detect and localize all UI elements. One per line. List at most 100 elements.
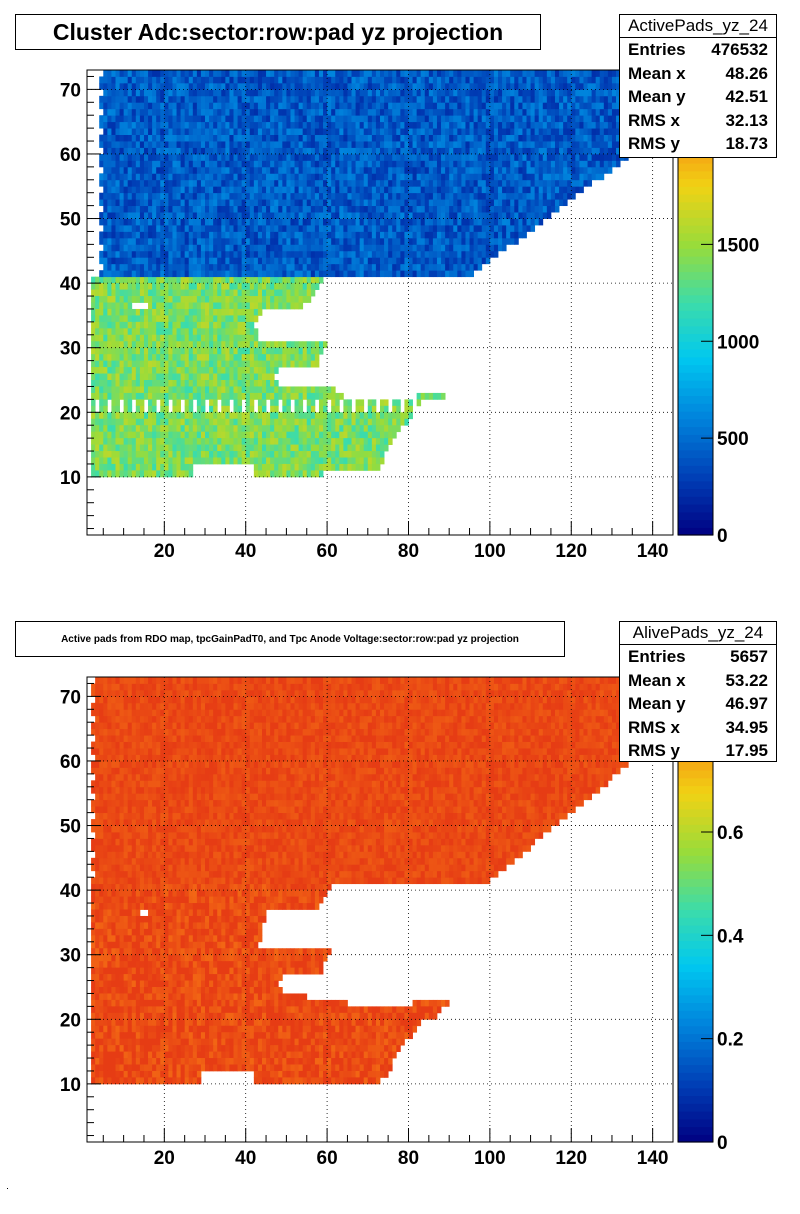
heatmap-cell [91, 302, 96, 310]
heatmap-cell [172, 341, 177, 349]
heatmap-cell [514, 134, 519, 142]
heatmap-cell [469, 102, 474, 110]
heatmap-cell [567, 192, 572, 200]
heatmap-cell [579, 121, 584, 129]
heatmap-cell [359, 457, 365, 465]
heatmap-cell [380, 399, 385, 407]
heatmap-cell [310, 347, 316, 355]
heatmap-cell [400, 166, 405, 174]
heatmap-cell [95, 328, 100, 336]
heatmap-cell [213, 354, 218, 362]
heatmap-cell [257, 108, 263, 116]
heatmap-cell [270, 237, 275, 245]
heatmap-cell [184, 205, 190, 213]
heatmap-cell [217, 102, 222, 110]
heatmap-cell [229, 425, 234, 433]
heatmap-cell [441, 166, 446, 174]
heatmap-cell [196, 108, 202, 116]
heatmap-cell [156, 257, 161, 265]
heatmap-cell [339, 141, 344, 148]
heatmap-cell [148, 225, 153, 232]
heatmap-cell [241, 270, 247, 278]
heatmap-cell [314, 451, 320, 458]
heatmap-cell [469, 147, 474, 155]
heatmap-cell [384, 270, 389, 278]
heatmap-cell [261, 412, 267, 420]
heatmap-cell [200, 263, 206, 271]
heatmap-cell [351, 250, 356, 258]
heatmap-cell [294, 354, 300, 362]
heatmap-cell [587, 147, 593, 155]
heatmap-cell [103, 257, 108, 265]
heatmap-cell [310, 386, 316, 394]
heatmap-cell [449, 147, 454, 155]
heatmap-cell [371, 102, 377, 110]
heatmap-cell [168, 166, 173, 174]
heatmap-cell [91, 425, 96, 433]
heatmap-cell [335, 166, 340, 174]
heatmap-cell [205, 296, 210, 303]
heatmap-cell [168, 296, 173, 303]
heatmap-cell [111, 128, 116, 135]
heatmap-cell [485, 102, 491, 110]
heatmap-cell [436, 231, 442, 239]
heatmap-cell [241, 160, 247, 168]
heatmap-cell [217, 444, 222, 452]
heatmap-plot-active-pads[interactable]: 20 40 60 80 100 120 14010203040506070050010001… [0, 0, 800, 600]
heatmap-cell [135, 380, 141, 387]
heatmap-cell [290, 115, 295, 123]
heatmap-cell [225, 412, 230, 420]
heatmap-cell [229, 334, 234, 342]
heatmap-cell [595, 153, 601, 161]
heatmap-cell [367, 160, 373, 168]
heatmap-cell [347, 186, 352, 194]
heatmap-cell [318, 192, 324, 200]
heatmap-cell [148, 237, 153, 245]
heatmap-cell [331, 257, 336, 265]
heatmap-cell [180, 102, 186, 110]
heatmap-cell [526, 115, 531, 123]
heatmap-cell [180, 153, 186, 161]
heatmap-cell [213, 257, 218, 265]
heatmap-cell [139, 192, 145, 200]
heatmap-cell [469, 173, 474, 181]
heatmap-cell [115, 283, 120, 290]
heatmap-cell [278, 296, 283, 303]
heatmap-cell [331, 244, 336, 252]
heatmap-cell [148, 354, 153, 362]
heatmap-cell [400, 244, 405, 252]
heatmap-cell [229, 373, 234, 381]
heatmap-cell [200, 173, 206, 181]
heatmap-cell [196, 308, 202, 316]
heatmap-cell [611, 102, 617, 110]
heatmap-cell [196, 141, 202, 148]
heatmap-cell [245, 108, 251, 116]
heatmap-cell [172, 225, 177, 232]
heatmap-cell [375, 425, 381, 433]
heatmap-cell [355, 212, 361, 219]
heatmap-cell [225, 380, 230, 387]
heatmap-cell [530, 141, 536, 148]
heatmap-cell [400, 257, 405, 265]
heatmap-cell [233, 192, 238, 200]
heatmap-cell [176, 173, 181, 181]
heatmap-cell [127, 438, 133, 445]
heatmap-cell [103, 212, 108, 219]
heatmap-cell [245, 153, 251, 161]
heatmap-cell [249, 431, 255, 439]
heatmap-cell [335, 205, 340, 213]
heatmap-cell [502, 134, 507, 142]
heatmap-cell [249, 166, 255, 174]
heatmap-cell [559, 166, 564, 174]
heatmap-cell [172, 373, 177, 381]
heatmap-cell [310, 470, 316, 478]
heatmap-cell [310, 153, 316, 161]
heatmap-cell [526, 147, 531, 155]
heatmap-cell [587, 134, 593, 142]
heatmap-cell [135, 166, 141, 174]
heatmap-cell [286, 360, 291, 368]
heatmap-cell [371, 263, 377, 271]
heatmap-cell [420, 134, 426, 142]
heatmap-cell [139, 270, 145, 278]
heatmap-cell [314, 283, 320, 290]
